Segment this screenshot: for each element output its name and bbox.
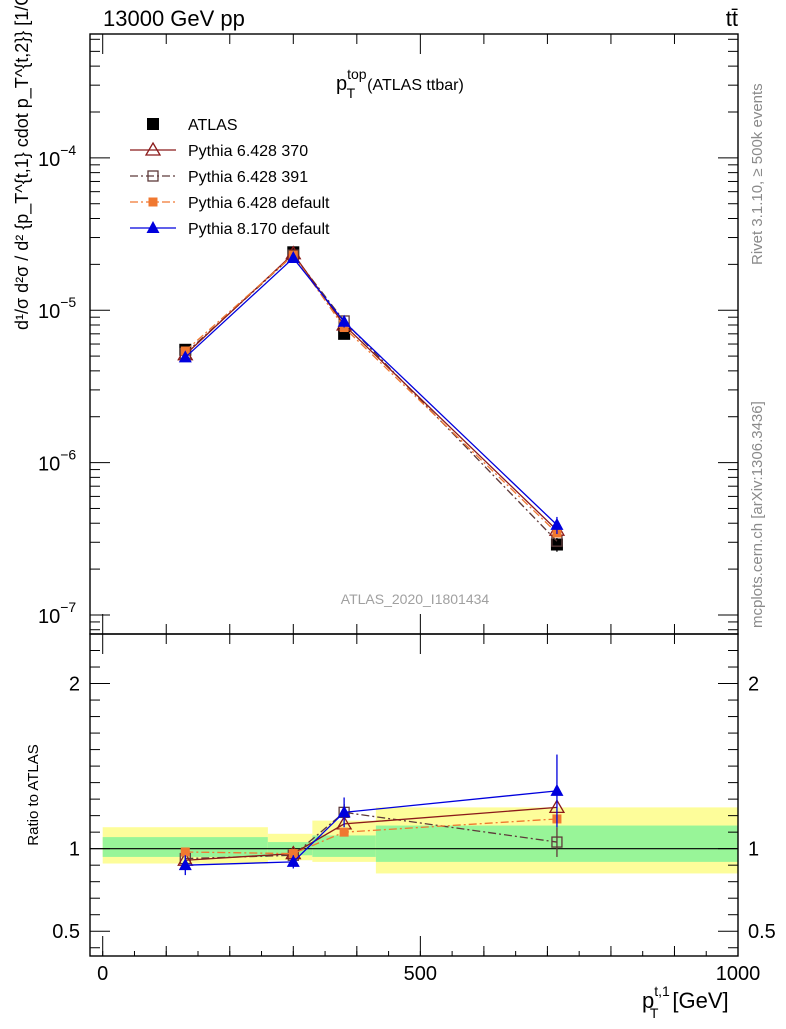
analysis-watermark: ATLAS_2020_I1801434 <box>341 591 490 607</box>
ratio-point-py6_391 <box>551 836 563 848</box>
uncertainty-bands <box>102 807 738 874</box>
main-line-py8_default <box>184 257 558 526</box>
ratio-y-axis-label: Ratio to ATLAS <box>25 744 42 845</box>
legend-marker-atlas <box>147 118 159 130</box>
ratio-line-py6_370 <box>185 806 557 861</box>
legend-label-py6_370: Pythia 6.428 370 <box>188 143 308 160</box>
ratio-line-py6_default <box>185 818 557 855</box>
main-point-atlas <box>550 538 563 551</box>
ratio-line-py8_default <box>185 790 558 866</box>
main-y-axis-label: d¹/σ d²σ / d² {p_T^{t,1} cdot p_T^{t,2}}… <box>12 0 33 330</box>
ratio-point-py8_default <box>337 805 351 818</box>
legend-label-py8_default: Pythia 8.170 default <box>188 221 330 238</box>
ratio-y-tick-label-right-1: 1 <box>748 839 759 861</box>
x-tick-label-2: 1000 <box>716 963 761 985</box>
main-point-py8_default <box>178 350 192 363</box>
main-point-py8_default <box>337 314 351 327</box>
main-y-tick-label-2: 10−5 <box>38 294 76 323</box>
main-y-tick-label-1: 10−6 <box>38 447 76 476</box>
energy-label: 13000 GeV pp <box>103 6 245 31</box>
ratio-point-py8_default <box>178 858 192 871</box>
ratio-series <box>177 754 566 876</box>
ratio-plot-frame <box>89 633 739 957</box>
legend: ATLAS Pythia 6.428 370 Pythia 6.428 391 Pyt… <box>130 117 330 238</box>
ratio-point-py6_default <box>339 827 349 837</box>
rivet-version-label: Rivet 3.1.10, ≥ 500k events <box>749 83 766 265</box>
ratio-y-tick-label-left-2: 2 <box>69 674 80 696</box>
x-tick-label-0: 0 <box>97 963 108 985</box>
main-series <box>177 245 566 552</box>
ratio-y-tick-label-left-0: 0.5 <box>52 921 80 943</box>
legend-label-py6_391: Pythia 6.428 391 <box>188 169 308 186</box>
ratio-y-tick-label-left-1: 1 <box>69 839 80 861</box>
ratio-point-py6_default <box>180 847 190 857</box>
legend-label-py6_default: Pythia 6.428 default <box>188 195 330 212</box>
mcplots-label: mcplots.cern.ch [arXiv:1306.3436] <box>749 401 766 628</box>
plot-title: ptop T (ATLAS ttbar) <box>336 66 464 101</box>
main-point-py8_default <box>550 517 564 530</box>
main-point-py8_default <box>286 251 300 264</box>
legend-marker-py6_370 <box>144 141 162 156</box>
x-axis-label: pt,1 T [GeV] <box>642 983 729 1021</box>
ratio-point-py6_default <box>288 849 298 859</box>
main-y-tick-label-0: 10−7 <box>38 599 76 628</box>
green-band-2 <box>312 835 376 857</box>
axis-ticks: 10−7 10−6 10−5 10−4 0 500 1000 0.5 0.5 1 1 2 2 <box>38 34 776 985</box>
main-line-py6_default <box>184 254 558 534</box>
x-tick-label-1: 500 <box>404 963 437 985</box>
legend-marker-py6_default <box>148 197 158 207</box>
green-band-0 <box>102 837 268 857</box>
process-label: tt̄ <box>726 6 738 31</box>
legend-label-atlas: ATLAS <box>188 117 238 134</box>
legend-marker-py6_391 <box>147 170 159 182</box>
ratio-point-py8_default <box>286 854 300 867</box>
ratio-y-tick-label-right-2: 2 <box>748 674 759 696</box>
ratio-y-tick-label-right-0: 0.5 <box>748 921 776 943</box>
main-line-py6_391 <box>184 254 558 542</box>
main-line-py6_370 <box>184 252 558 531</box>
ratio-point-py8_default <box>550 783 564 796</box>
main-y-tick-label-3: 10−4 <box>38 142 76 171</box>
legend-marker-py8_default <box>146 221 160 233</box>
